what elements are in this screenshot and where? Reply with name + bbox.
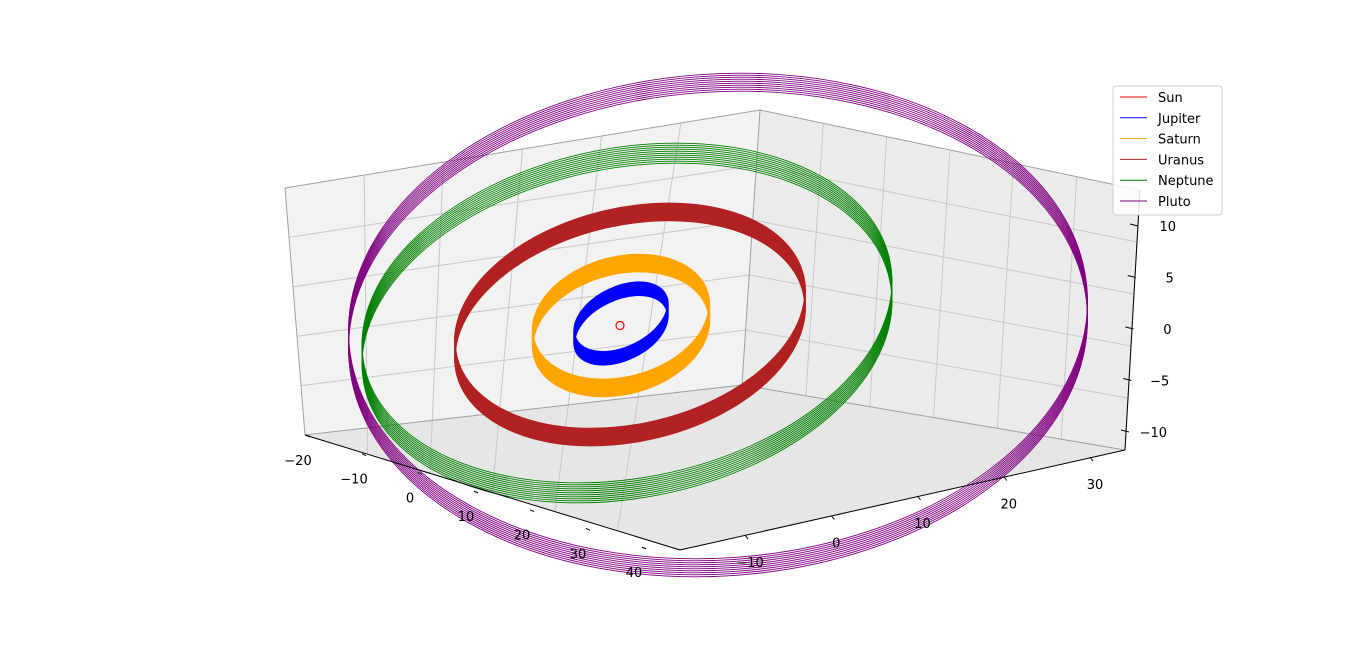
orbit-neptune (361, 142, 893, 504)
legend-label: Neptune (1158, 174, 1214, 189)
legend: Sun Jupiter Saturn Uranus Neptune Pluto (1112, 85, 1223, 216)
x-tick (361, 453, 367, 457)
z-tick-label: −5 (1150, 375, 1169, 390)
legend-entry: Uranus (1120, 153, 1204, 168)
y-tick (744, 534, 749, 540)
x-axis-ticks: −20 −10 0 10 20 30 40 (284, 434, 647, 581)
grid-line (492, 148, 523, 493)
y-tick-label: −10 (736, 556, 763, 571)
z-tick (1123, 378, 1132, 381)
grid-line (749, 274, 1132, 347)
y-tick-label: 10 (914, 517, 931, 532)
x-tick (585, 527, 591, 531)
z-tick (1129, 223, 1139, 227)
orbit-sun (615, 320, 625, 331)
grid-line (752, 219, 1135, 295)
x-tick-label: 30 (570, 547, 587, 562)
y-tick (1003, 476, 1008, 481)
y-tick (830, 515, 835, 520)
y-tick-label: 30 (1087, 478, 1104, 493)
x-axis-line (304, 434, 681, 551)
x-tick-label: 40 (626, 566, 643, 581)
y-tick (1089, 456, 1094, 462)
x-tick-label: 10 (458, 510, 475, 525)
y-tick-label: 0 (832, 537, 840, 552)
z-tick (1125, 326, 1134, 330)
z-axis-ticks: −10 −5 0 5 10 (1120, 220, 1176, 441)
x-tick (529, 509, 535, 513)
x-tick (305, 434, 311, 438)
grid-line (288, 164, 757, 238)
z-axis-line (1124, 189, 1141, 451)
grid-line (933, 149, 951, 418)
x-tick-label: −10 (340, 473, 367, 488)
x-tick-label: 0 (406, 491, 414, 506)
legend-label: Uranus (1158, 153, 1204, 168)
grid-line (300, 329, 746, 387)
orbit-series (348, 72, 1088, 578)
grid-line (296, 274, 750, 337)
z-tick (1127, 275, 1136, 278)
y-tick-label: 20 (1000, 498, 1017, 513)
z-tick-label: 5 (1165, 272, 1173, 287)
orbit-pluto (348, 72, 1088, 578)
x-tick (417, 471, 423, 475)
legend-entry: Pluto (1120, 195, 1191, 210)
orbit-line (348, 90, 1088, 578)
y-axis-line (679, 449, 1126, 551)
legend-entry: Sun (1120, 91, 1183, 106)
legend-entry: Saturn (1120, 133, 1201, 148)
orbit-jupiter (573, 281, 669, 366)
orbit-line (361, 162, 893, 504)
orbit-line (531, 270, 711, 398)
x-tick (641, 546, 647, 550)
orbit-saturn (531, 253, 711, 398)
axis-lines (304, 189, 1141, 551)
orbit-uranus (454, 202, 806, 447)
legend-label: Pluto (1158, 195, 1191, 210)
legend-entry: Jupiter (1120, 112, 1201, 127)
grid-line (996, 163, 1014, 429)
grid-line (805, 123, 824, 396)
z-tick-label: 10 (1159, 220, 1176, 235)
grid-line (869, 136, 888, 407)
orbit-line (454, 219, 806, 447)
orbit-line (573, 294, 669, 366)
z-tick-label: −10 (1140, 426, 1167, 441)
orbit-line (615, 320, 625, 331)
x-tick (473, 490, 479, 494)
legend-label: Jupiter (1157, 112, 1201, 127)
y-tick (917, 495, 921, 501)
legend-entry: Neptune (1120, 174, 1214, 189)
legend-label: Saturn (1158, 133, 1201, 148)
axes-panes (285, 110, 1140, 550)
legend-label: Sun (1158, 91, 1183, 106)
x-tick-label: −20 (284, 454, 311, 469)
z-tick (1120, 429, 1130, 433)
z-tick-label: 0 (1163, 323, 1171, 338)
y-axis-ticks: −10 0 10 20 30 (736, 456, 1104, 571)
x-tick-label: 20 (514, 529, 531, 544)
grid-line (617, 122, 682, 531)
